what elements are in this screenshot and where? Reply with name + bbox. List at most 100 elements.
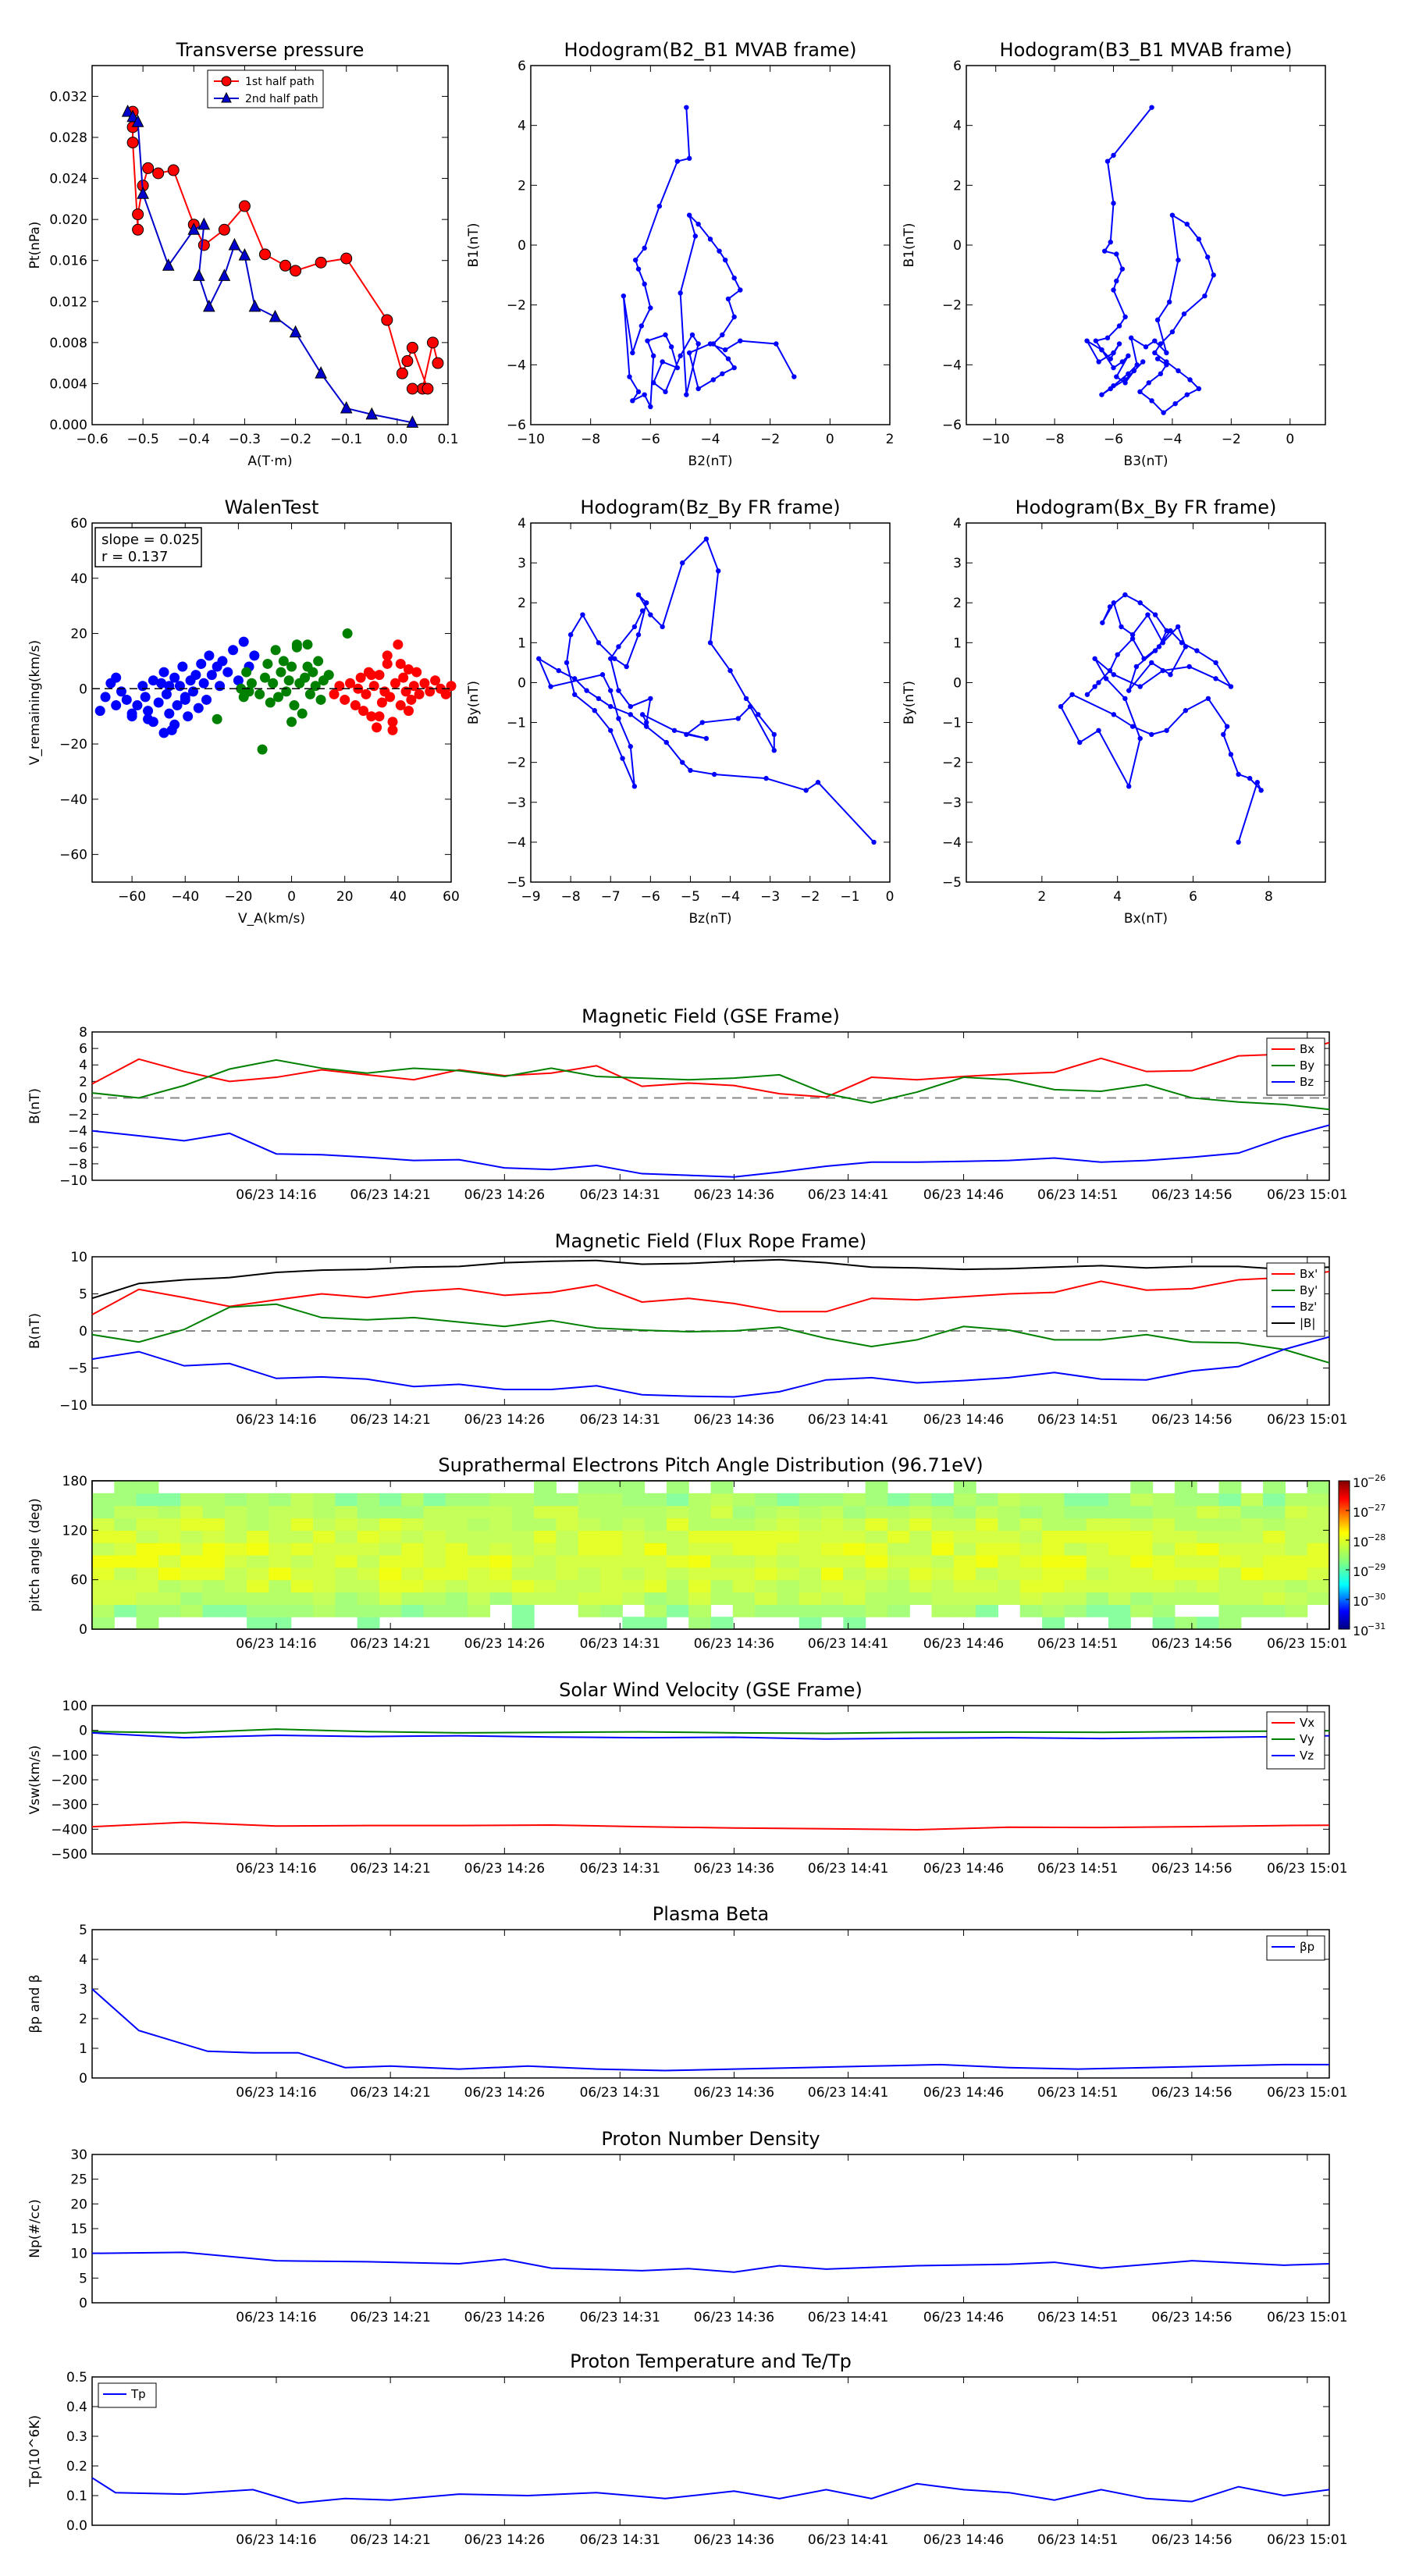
pad-cell <box>799 1505 822 1519</box>
h21-point <box>656 203 663 209</box>
pad-cell <box>1197 1505 1220 1519</box>
walen-point <box>164 681 175 692</box>
pad-cell <box>1218 1530 1242 1543</box>
h21-xtick-label: −2 <box>760 432 780 447</box>
pad-cell <box>1130 1579 1154 1593</box>
hzy-point <box>556 667 561 674</box>
pad-cell <box>1086 1493 1109 1507</box>
hxy-point <box>1141 656 1147 661</box>
pad-cell <box>1263 1555 1286 1568</box>
pad-cell <box>136 1481 159 1494</box>
beta-ytick-label: 2 <box>79 2012 87 2027</box>
tpp-series-Tp <box>91 2477 1330 2504</box>
h31-point <box>1104 158 1111 164</box>
pad-cell <box>379 1493 402 1507</box>
h31-point <box>1169 329 1176 335</box>
pad-cell <box>1108 1617 1131 1630</box>
walen-point <box>156 678 167 688</box>
hxy-ytick-label: −3 <box>942 795 962 811</box>
pad-cell <box>224 1555 247 1568</box>
h31-point <box>1172 400 1178 407</box>
hzy-point <box>663 739 669 745</box>
pad-cell <box>1263 1481 1286 1494</box>
walen-point <box>419 678 430 688</box>
hzy-point <box>572 676 578 681</box>
beta-time-label: 06/23 14:16 <box>236 2085 316 2101</box>
tp-point <box>258 248 271 261</box>
walen-point <box>187 686 198 697</box>
hzy-point <box>716 568 721 574</box>
pad-cell <box>556 1530 579 1543</box>
h31-point <box>1181 311 1187 317</box>
h31-ytick-label: 4 <box>953 119 962 134</box>
pad-cell <box>1263 1505 1286 1519</box>
pad-cell <box>180 1555 204 1568</box>
pad-cell <box>136 1567 159 1581</box>
pad-cell <box>511 1493 535 1507</box>
walen-point <box>198 678 209 688</box>
tp-ytick-label: 0.012 <box>49 294 87 310</box>
pad-cell <box>202 1555 226 1568</box>
pad-cell <box>158 1530 181 1543</box>
pad-cell <box>755 1567 778 1581</box>
walen-point <box>286 661 297 672</box>
pad-cell <box>114 1493 137 1507</box>
tp-point <box>126 109 139 123</box>
pad-cell <box>202 1592 226 1605</box>
beta-ytick-label: 4 <box>79 1952 87 1968</box>
bgse-ytick-label: −4 <box>68 1124 87 1140</box>
pad-cell <box>821 1579 844 1593</box>
beta-time-label: 06/23 14:31 <box>580 2085 660 2101</box>
pad-cell <box>269 1567 292 1581</box>
h31-point <box>1126 371 1131 377</box>
tp-xtick-label: 0.0 <box>386 432 407 447</box>
h21-point <box>695 386 701 392</box>
h21-point <box>635 389 642 395</box>
bfr-legend-label: |B| <box>1300 1316 1315 1330</box>
hxy-point <box>1168 672 1173 678</box>
walen-point <box>389 678 400 688</box>
h31-point <box>1176 257 1181 263</box>
bfr-legend-label: Bx' <box>1300 1267 1318 1281</box>
np-time-label: 06/23 14:51 <box>1037 2310 1118 2325</box>
hzy-point <box>616 688 621 693</box>
h31-point <box>1111 350 1116 356</box>
pad-cell <box>158 1517 181 1531</box>
vsw-ytick-label: 100 <box>62 1699 87 1714</box>
pad-time-label: 06/23 14:31 <box>580 1636 660 1652</box>
pad-cell <box>1263 1542 1286 1556</box>
pad-cell <box>666 1592 689 1605</box>
hzy-panel: Hodogram(Bz_By FR frame) −5 −4 −3 −2 −1 0 1 2 3 4 −… <box>466 496 894 927</box>
hzy-xtick-label: −2 <box>800 889 820 905</box>
bgse-series-Bx <box>91 1041 1330 1098</box>
vsw-ytick-label: 0 <box>79 1724 87 1739</box>
h31-point <box>1111 382 1116 389</box>
pad-cell <box>489 1505 513 1519</box>
bgse-ytick-label: 2 <box>79 1074 87 1090</box>
pad-cell <box>1064 1493 1087 1507</box>
pad-cell <box>1064 1530 1087 1543</box>
pad-cell <box>1218 1505 1242 1519</box>
pad-cell <box>489 1530 513 1543</box>
walen-point <box>358 706 369 717</box>
bfr-time-label: 06/23 14:26 <box>464 1412 545 1428</box>
tp-point <box>197 217 211 230</box>
pad-cell <box>445 1579 468 1593</box>
tp-xtick-label: 0.1 <box>437 432 458 447</box>
pad-cell <box>290 1505 314 1519</box>
hzy-xtick-label: −7 <box>601 889 621 905</box>
pad-cell <box>136 1555 159 1568</box>
pad-cell <box>1108 1530 1131 1543</box>
pad-cell <box>887 1493 910 1507</box>
bfr-time-label: 06/23 14:31 <box>580 1412 660 1428</box>
h21-point <box>663 332 668 338</box>
h31-panel: Hodogram(B3_B1 MVAB frame) −6 −4 −2 0 2 4 6 −10 −… <box>902 39 1326 469</box>
walen-point <box>217 656 228 667</box>
pad-cell <box>976 1517 999 1531</box>
pad-cell <box>843 1505 866 1519</box>
pad-cell <box>114 1592 137 1605</box>
pad-cell <box>688 1567 712 1581</box>
tp-ytick-label: 0.000 <box>49 418 87 433</box>
pad-cell <box>269 1542 292 1556</box>
hxy-point <box>1194 648 1200 653</box>
